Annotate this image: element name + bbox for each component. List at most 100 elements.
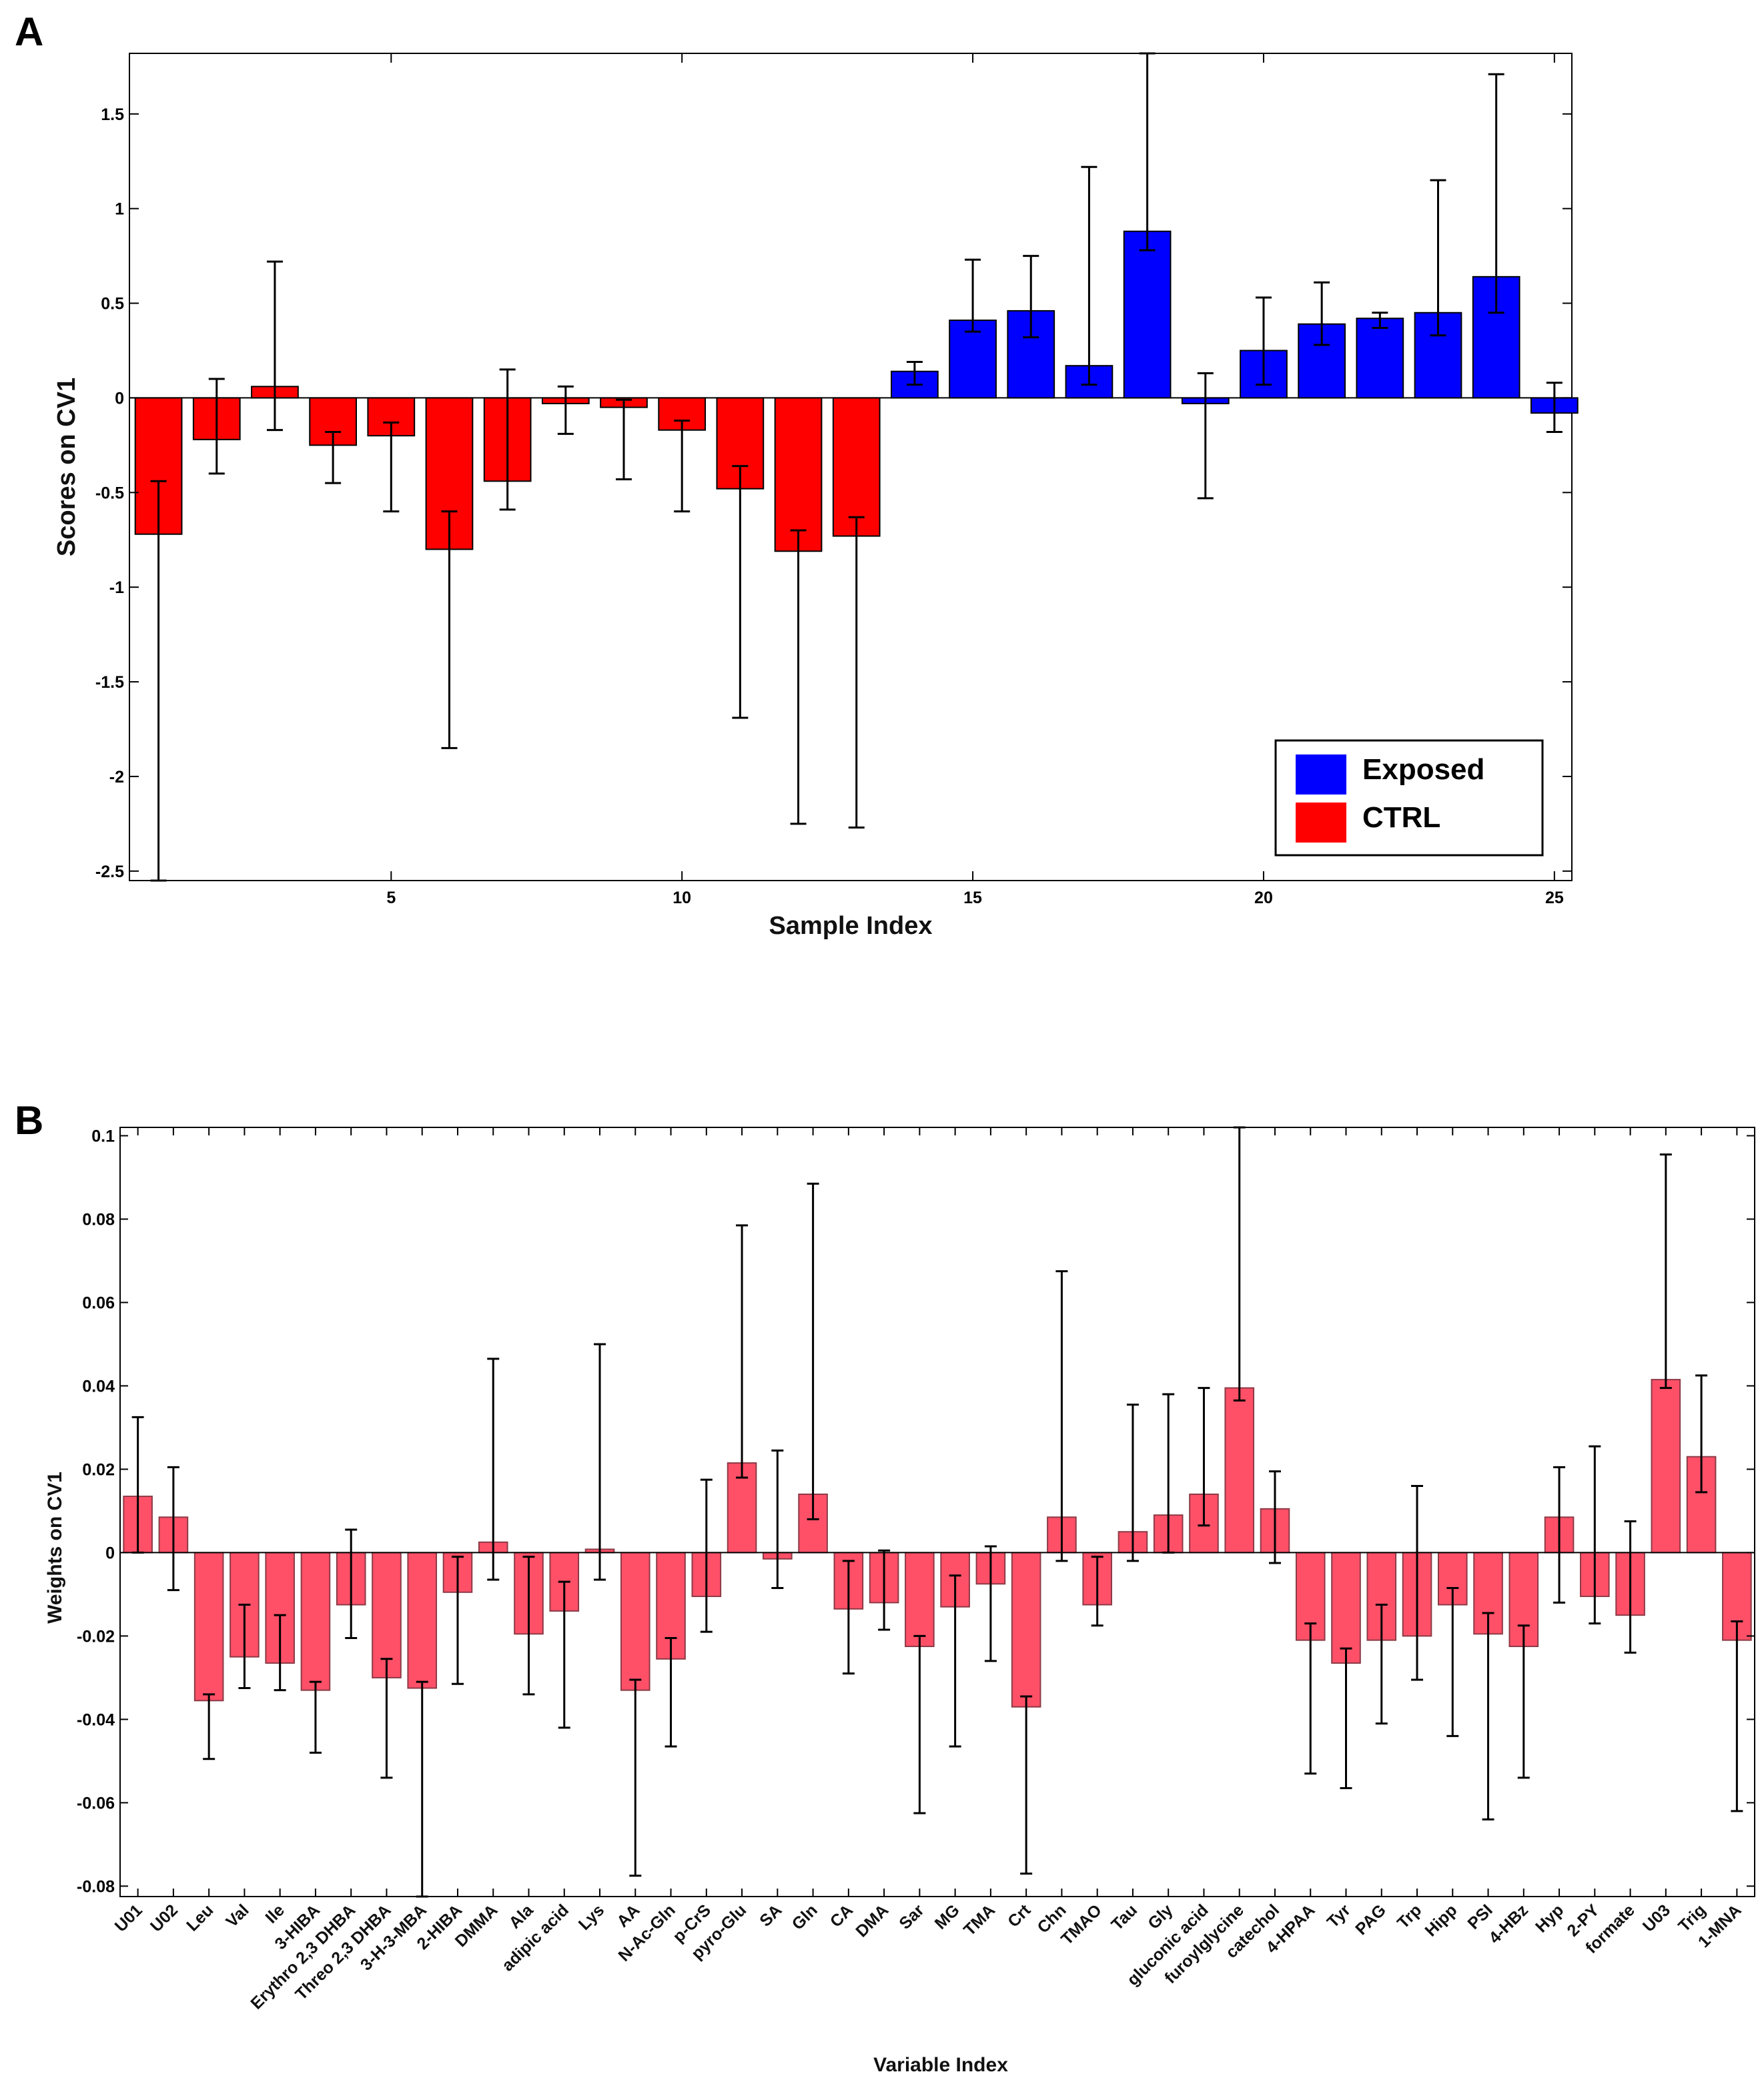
bar-4-hbz bbox=[1508, 1552, 1539, 1648]
x-tick-label-ile: Ile bbox=[262, 1901, 288, 1927]
x-tick-label-tau: Tau bbox=[1108, 1901, 1141, 1934]
error-bar-adipic-acid bbox=[558, 1580, 570, 1729]
x-tick-label: 10 bbox=[673, 889, 691, 907]
error-bar-trig bbox=[1695, 1374, 1708, 1494]
panel-a-label: A bbox=[15, 9, 43, 54]
error-bar-23 bbox=[1430, 179, 1446, 337]
x-tick-label-hipp: Hipp bbox=[1421, 1901, 1460, 1940]
error-bar-mg bbox=[949, 1574, 961, 1748]
error-bar-12 bbox=[790, 529, 807, 825]
panel-b-label: B bbox=[15, 1098, 43, 1143]
x-tick-label-hyp: Hyp bbox=[1532, 1901, 1567, 1936]
bar-exposed-22 bbox=[1356, 318, 1404, 399]
bar-u03 bbox=[1651, 1379, 1681, 1554]
y-tick-label: -2.5 bbox=[95, 863, 124, 881]
error-bar-14 bbox=[906, 361, 923, 386]
error-bar-val bbox=[238, 1604, 251, 1690]
error-bar-1-mna bbox=[1731, 1620, 1743, 1812]
error-bar-7 bbox=[499, 368, 516, 511]
y-tick-label: 0 bbox=[105, 1544, 115, 1562]
scores-chart: 1.5 1 0.5 0 -0.5 -1 -1.5 -2 -2.5 5 10 15 20 25 Expose… bbox=[53, 52, 1579, 940]
bar-ctrl-13 bbox=[832, 397, 881, 537]
bar-3-hiba bbox=[300, 1552, 331, 1691]
x-tick-label-u02: U02 bbox=[147, 1901, 181, 1935]
bar-threo-2-3-dhba bbox=[372, 1552, 402, 1678]
y-tick-label: -2 bbox=[109, 768, 124, 787]
error-bar-tyr bbox=[1340, 1647, 1352, 1790]
error-bar-tau bbox=[1126, 1404, 1139, 1562]
x-tick-label: 15 bbox=[963, 889, 982, 907]
weights-y-axis-title: Weights on CV1 bbox=[44, 1472, 66, 1624]
bar-3-h-3-mba bbox=[407, 1552, 438, 1689]
error-bar-erythro-2-3-dhba bbox=[345, 1528, 358, 1640]
bar-exposed-18 bbox=[1123, 230, 1172, 399]
y-tick-label: -1 bbox=[109, 578, 124, 597]
x-tick-label-trp: Trp bbox=[1394, 1901, 1425, 1932]
bar-sar bbox=[905, 1552, 935, 1648]
scores-legend: Exposed CTRL bbox=[1274, 739, 1544, 857]
x-tick-label-gln: Gln bbox=[789, 1901, 821, 1933]
bar-furoylglycine bbox=[1224, 1387, 1255, 1554]
error-bar-2 bbox=[208, 378, 225, 475]
y-tick-label: -0.08 bbox=[77, 1877, 115, 1896]
weights-chart: 0.1 0.08 0.06 0.04 0.02 0 -0.02 -0.04 -0.06 -0.08… bbox=[44, 1126, 1755, 2076]
x-tick-label-mg: MG bbox=[931, 1901, 963, 1933]
error-bar-psi bbox=[1482, 1612, 1494, 1820]
y-tick-label: 0.08 bbox=[82, 1210, 115, 1229]
y-tick-label: -0.02 bbox=[77, 1627, 115, 1646]
scores-x-axis-title: Sample Index bbox=[769, 912, 933, 940]
weights-x-axis-title: Variable Index bbox=[873, 2054, 1008, 2076]
y-tick-label: -0.06 bbox=[77, 1794, 115, 1812]
y-tick-label: 0.1 bbox=[91, 1127, 115, 1145]
error-bar-4-hbz bbox=[1517, 1624, 1530, 1779]
x-tick-label-tma: TMA bbox=[960, 1901, 999, 1939]
error-bar-chn bbox=[1055, 1270, 1068, 1562]
error-bar-leu bbox=[203, 1693, 215, 1760]
x-tick-label-sar: Sar bbox=[895, 1901, 927, 1933]
error-bar-4-hpaa bbox=[1304, 1622, 1317, 1775]
error-bar-tmao bbox=[1091, 1556, 1104, 1627]
error-bar-tma bbox=[984, 1545, 997, 1662]
error-bar-u02 bbox=[167, 1466, 179, 1592]
error-bar-sa bbox=[771, 1449, 784, 1590]
legend-swatch-ctrl bbox=[1296, 803, 1346, 843]
error-bar-dma bbox=[878, 1549, 891, 1631]
error-bar-1 bbox=[150, 480, 167, 882]
bar-leu bbox=[193, 1552, 224, 1702]
error-bar-11 bbox=[732, 465, 749, 719]
legend-swatch-exposed bbox=[1296, 754, 1346, 795]
x-tick-label-ca: CA bbox=[827, 1901, 857, 1931]
error-bar-8 bbox=[557, 385, 574, 435]
error-bar-ca bbox=[842, 1560, 855, 1675]
error-bar-pag bbox=[1375, 1604, 1388, 1725]
error-bar-ile bbox=[274, 1614, 286, 1692]
error-bar-2-py bbox=[1589, 1445, 1601, 1625]
y-tick-label: 1 bbox=[115, 200, 124, 219]
x-tick-label-u03: U03 bbox=[1639, 1901, 1674, 1935]
error-bar-17 bbox=[1081, 165, 1097, 386]
legend-label-exposed: Exposed bbox=[1362, 753, 1484, 786]
error-bar-5 bbox=[383, 421, 400, 513]
error-bar-threo-2-3-dhba bbox=[380, 1658, 393, 1779]
error-bar-9 bbox=[616, 398, 632, 480]
legend-label-ctrl: CTRL bbox=[1362, 801, 1440, 834]
x-tick-label-crt: Crt bbox=[1004, 1901, 1035, 1931]
bar-tyr bbox=[1331, 1552, 1361, 1664]
error-bar-formate bbox=[1624, 1520, 1637, 1654]
y-tick-label: 1.5 bbox=[101, 105, 124, 124]
error-bar-24 bbox=[1488, 73, 1504, 314]
error-bar-gluconic-acid bbox=[1198, 1387, 1210, 1527]
x-tick-label: 20 bbox=[1254, 889, 1273, 907]
x-tick-label-tmao: TMAO bbox=[1057, 1901, 1106, 1949]
error-bar-hipp bbox=[1446, 1587, 1459, 1737]
error-bar-p-crs bbox=[700, 1478, 713, 1633]
bar-ctrl-12 bbox=[774, 397, 823, 552]
error-bar-3-hiba bbox=[309, 1680, 322, 1754]
error-bar-10 bbox=[674, 419, 691, 513]
error-bar-aa bbox=[629, 1678, 642, 1877]
error-bar-19 bbox=[1197, 372, 1214, 500]
error-bar-21 bbox=[1314, 281, 1330, 346]
scores-y-axis-title: Scores on CV1 bbox=[53, 378, 81, 556]
y-tick-label: -0.5 bbox=[95, 484, 124, 502]
